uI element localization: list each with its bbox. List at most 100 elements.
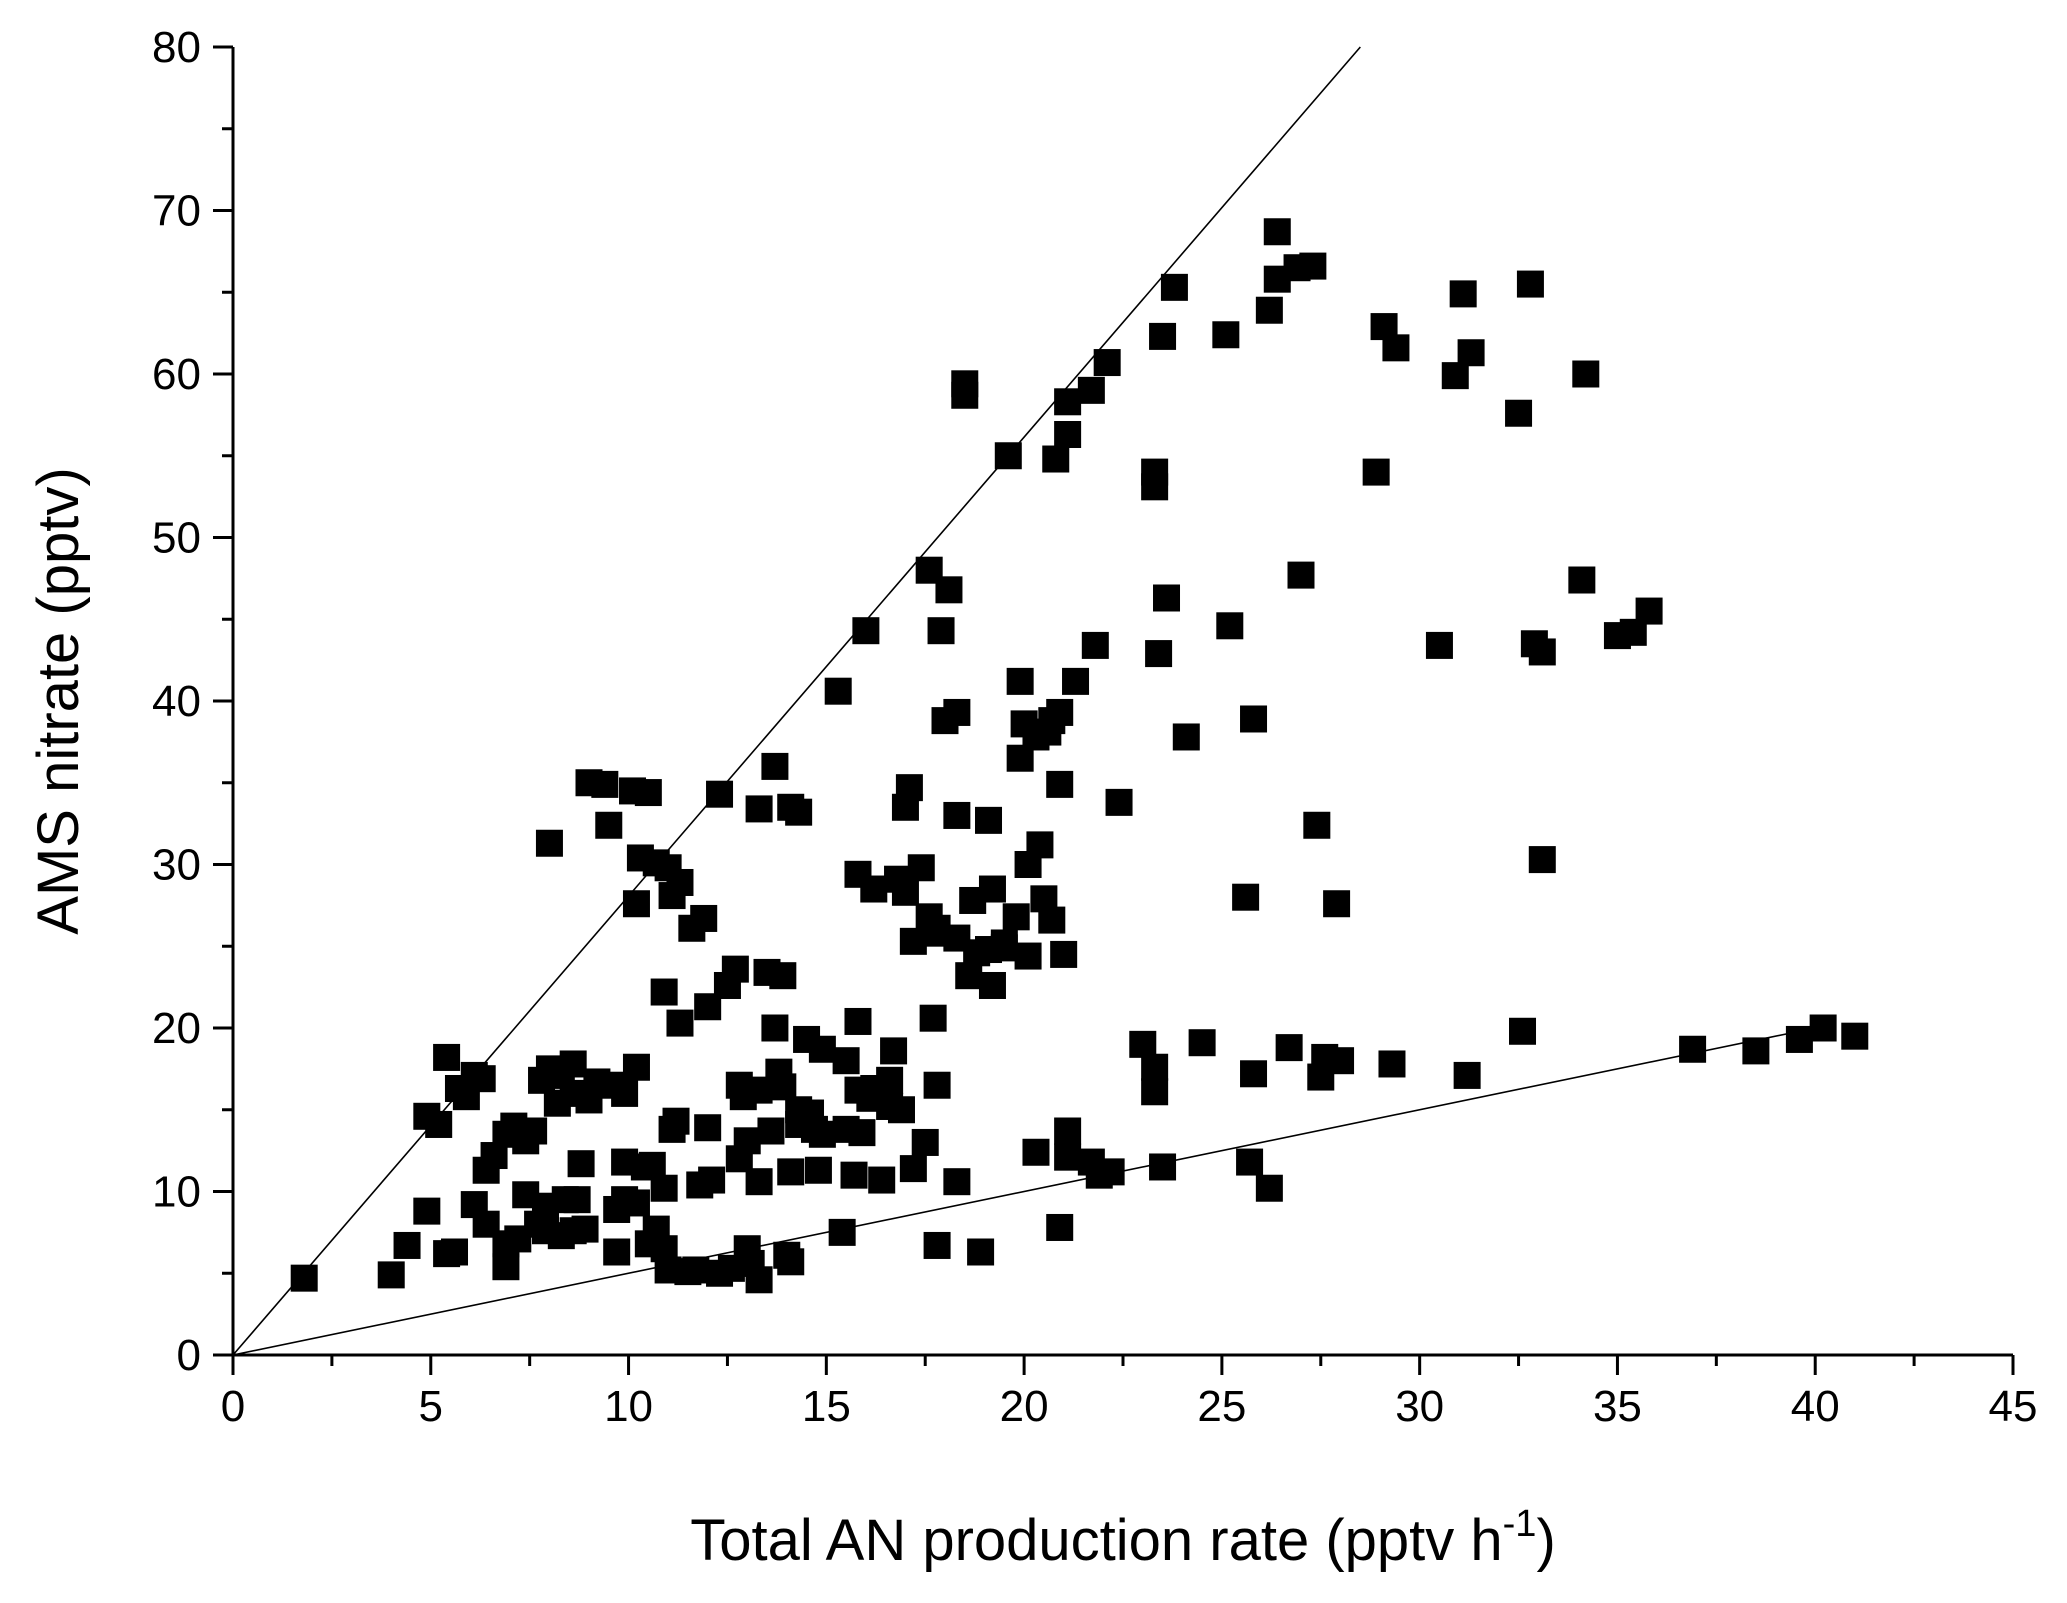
x-tick-label: 45	[1989, 1382, 2038, 1431]
data-point	[1054, 388, 1082, 416]
data-point	[1022, 1138, 1050, 1166]
data-point	[951, 381, 979, 409]
data-point	[943, 698, 971, 726]
data-point	[1160, 273, 1188, 301]
data-point	[666, 868, 694, 896]
data-point	[650, 978, 678, 1006]
data-point	[682, 1256, 710, 1284]
data-point	[433, 1043, 461, 1071]
data-point	[1509, 1017, 1537, 1045]
y-tick-label: 70	[152, 187, 201, 236]
data-point	[571, 1215, 599, 1243]
data-point	[868, 1166, 896, 1194]
data-point	[413, 1197, 441, 1225]
data-point	[899, 1155, 927, 1183]
data-point	[955, 962, 983, 990]
x-tick-label: 35	[1593, 1382, 1642, 1431]
data-point	[492, 1253, 520, 1281]
y-ticks	[213, 45, 233, 1357]
data-point	[804, 1156, 832, 1184]
data-point	[923, 1071, 951, 1099]
y-tick-label: 50	[152, 514, 201, 563]
data-point	[891, 878, 919, 906]
data-point	[745, 1168, 773, 1196]
data-point	[1568, 566, 1596, 594]
data-point	[1054, 1143, 1082, 1171]
data-point	[769, 1073, 797, 1101]
data-point	[1006, 667, 1034, 695]
data-point	[911, 1128, 939, 1156]
data-point	[978, 875, 1006, 903]
data-point	[1236, 1148, 1264, 1176]
data-point	[1105, 788, 1133, 816]
data-point	[1425, 631, 1453, 659]
data-point	[694, 1114, 722, 1142]
x-tick-label: 15	[802, 1382, 851, 1431]
data-point	[832, 1047, 860, 1075]
data-point	[1046, 1213, 1074, 1241]
data-point	[1809, 1014, 1837, 1042]
x-axis-title-tail: )	[1536, 1508, 1555, 1573]
data-point	[1097, 1158, 1125, 1186]
data-point	[828, 1218, 856, 1246]
data-point	[1014, 942, 1042, 970]
x-tick-label: 40	[1791, 1382, 1840, 1431]
reference-line	[232, 46, 1361, 1356]
data-point	[990, 934, 1018, 962]
reference-lines	[232, 46, 1824, 1356]
data-point	[1449, 280, 1477, 308]
data-point	[919, 1004, 947, 1032]
y-tick-label: 0	[177, 1331, 201, 1380]
data-point	[1453, 1061, 1481, 1089]
data-point	[1212, 321, 1240, 349]
data-point	[1785, 1025, 1813, 1053]
data-point	[1362, 458, 1390, 486]
data-point	[975, 806, 1003, 834]
data-points	[290, 218, 1869, 1294]
data-point	[1050, 940, 1078, 968]
data-point	[927, 617, 955, 645]
data-point	[1240, 705, 1268, 733]
data-point	[563, 1186, 591, 1214]
data-point	[441, 1238, 469, 1266]
y-tick-label: 30	[152, 841, 201, 890]
data-point	[880, 1037, 908, 1065]
y-axis-title: AMS nitrate (pptv)	[26, 467, 91, 934]
data-point	[777, 1158, 805, 1186]
data-point	[591, 770, 619, 798]
data-point	[1129, 1030, 1157, 1058]
data-point	[808, 1120, 836, 1148]
data-point	[1378, 1050, 1406, 1078]
data-point	[425, 1110, 453, 1138]
data-point	[1287, 561, 1315, 589]
data-point	[1062, 667, 1090, 695]
data-point	[733, 1127, 761, 1155]
data-point	[1153, 584, 1181, 612]
data-point	[824, 677, 852, 705]
x-tick-label: 5	[419, 1382, 443, 1431]
data-point	[1275, 1034, 1303, 1062]
data-point	[1635, 597, 1663, 625]
y-tick-label: 40	[152, 677, 201, 726]
data-point	[1002, 903, 1030, 931]
data-point	[1327, 1047, 1355, 1075]
data-point	[1026, 831, 1054, 859]
data-point	[1149, 322, 1177, 350]
data-point	[876, 1066, 904, 1094]
data-point	[1141, 473, 1169, 501]
data-point	[559, 1050, 587, 1078]
data-point	[567, 1150, 595, 1178]
data-point	[1038, 906, 1066, 934]
data-point	[1505, 399, 1533, 427]
data-point	[943, 801, 971, 829]
data-point	[1188, 1029, 1216, 1057]
data-point	[1077, 376, 1105, 404]
data-point	[1145, 640, 1173, 668]
data-point	[1255, 1174, 1283, 1202]
data-point	[919, 919, 947, 947]
data-point	[1042, 445, 1070, 473]
data-point	[848, 1119, 876, 1147]
data-point	[1046, 698, 1074, 726]
data-point	[907, 854, 935, 882]
